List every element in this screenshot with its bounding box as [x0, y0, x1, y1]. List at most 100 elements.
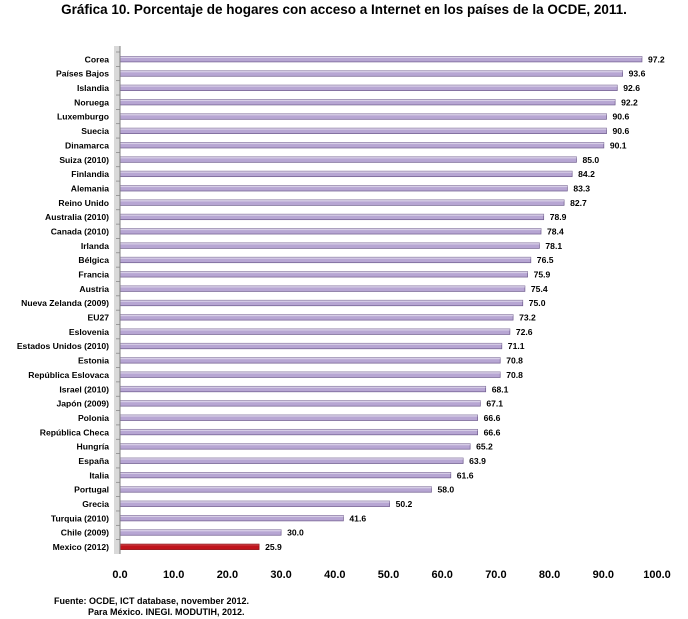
bar-sheen	[120, 314, 514, 317]
value-label: 90.6	[613, 112, 630, 122]
source-line-1: Fuente: OCDE, ICT database, november 201…	[54, 596, 250, 606]
value-label: 71.1	[508, 341, 525, 351]
category-label: República Checa	[40, 427, 109, 437]
value-label: 92.6	[623, 83, 640, 93]
value-label: 41.6	[349, 513, 366, 523]
value-label: 90.6	[613, 126, 630, 136]
value-label: 73.2	[519, 313, 536, 323]
chart-title: Gráfica 10. Porcentaje de hogares con ac…	[61, 2, 627, 17]
value-label: 97.2	[648, 54, 665, 64]
bar-sheen	[120, 185, 568, 188]
bar-sheen	[120, 300, 523, 302]
bar-sheen	[120, 228, 542, 231]
value-label: 75.9	[534, 270, 551, 280]
value-label: 76.5	[537, 255, 554, 265]
value-label: 75.0	[529, 298, 546, 308]
value-label: 65.2	[476, 442, 493, 452]
category-label: Países Bajos	[56, 69, 109, 79]
bar-sheen	[120, 443, 471, 446]
category-label: Hungría	[77, 442, 110, 452]
category-label: Irlanda	[81, 241, 109, 251]
category-label: Italia	[89, 470, 109, 480]
x-tick-label: 0.0	[112, 569, 127, 581]
x-tick-label: 40.0	[324, 569, 345, 581]
x-tick-label: 60.0	[431, 569, 452, 581]
value-label: 50.2	[396, 499, 413, 509]
bar-sheen	[120, 113, 607, 116]
value-label: 83.3	[573, 183, 590, 193]
value-label: 75.4	[531, 284, 548, 294]
axis-shadow	[114, 46, 120, 554]
category-label: Luxemburgo	[57, 112, 109, 122]
category-label: Finlandia	[71, 169, 109, 179]
value-label: 68.1	[492, 384, 509, 394]
bar-sheen	[120, 199, 565, 202]
axes	[116, 46, 121, 554]
bar-sheen	[120, 529, 282, 532]
bars	[119, 56, 643, 550]
bar-sheen	[120, 343, 502, 345]
value-label: 85.0	[582, 155, 599, 165]
value-label: 78.9	[550, 212, 567, 222]
category-label: Grecia	[82, 499, 109, 509]
bar-sheen	[120, 429, 478, 431]
category-label: Noruega	[74, 97, 109, 107]
category-label: Dinamarca	[65, 140, 109, 150]
source-line-2: Para México. INEGI. MODUTIH, 2012.	[88, 606, 245, 617]
category-label: Estados Unidos (2010)	[17, 341, 109, 351]
bar-sheen	[120, 156, 577, 159]
value-label: 90.1	[610, 140, 627, 150]
source-note: Fuente: OCDE, ICT database, november 201…	[54, 596, 249, 617]
bar-sheen	[120, 271, 528, 274]
category-label: Turquia (2010)	[51, 513, 109, 523]
value-label: 25.9	[265, 542, 282, 552]
value-label: 92.2	[621, 97, 638, 107]
x-tick-label: 10.0	[163, 569, 184, 581]
bar-sheen	[120, 70, 623, 73]
x-tick-labels: 0.0 10.0 20.0 30.0 40.0 50.0 60.0 70.0 80.0 90.0 1…	[112, 569, 670, 581]
value-label: 93.6	[629, 69, 646, 79]
value-label: 66.6	[484, 427, 501, 437]
bar-sheen	[120, 400, 481, 403]
x-tick-label: 70.0	[485, 569, 506, 581]
category-label: Francia	[78, 270, 109, 280]
category-label: Reino Unido	[58, 198, 109, 208]
category-label: Austria	[79, 284, 109, 294]
value-label: 84.2	[578, 169, 595, 179]
bar-sheen	[120, 501, 390, 503]
category-label: Israel (2010)	[59, 384, 109, 394]
category-label: España	[78, 456, 109, 466]
category-label: EU27	[88, 313, 110, 323]
x-tick-label: 90.0	[593, 569, 614, 581]
category-labels: Corea Países Bajos Islandia Noruega Luxembur…	[17, 54, 109, 552]
bar-sheen	[120, 414, 478, 417]
x-tick-label: 20.0	[217, 569, 238, 581]
x-tick-label: 50.0	[378, 569, 399, 581]
value-label: 58.0	[437, 485, 454, 495]
bar-sheen	[120, 328, 510, 331]
category-label: Bélgica	[78, 255, 109, 265]
bar-sheen	[120, 386, 486, 388]
category-label: Australia (2010)	[45, 212, 109, 222]
category-label: Nueva Zelanda (2009)	[21, 298, 109, 308]
bar-sheen	[120, 472, 451, 474]
bar-sheen	[120, 142, 604, 145]
category-label: Mexico (2012)	[53, 542, 110, 552]
value-label: 82.7	[570, 198, 587, 208]
bar-sheen	[120, 128, 607, 130]
value-label: 78.1	[545, 241, 562, 251]
category-label: Canada (2010)	[51, 226, 109, 236]
bar-sheen	[120, 56, 642, 59]
axis-wall	[114, 46, 120, 554]
category-label: Corea	[85, 54, 110, 64]
bar-sheen	[120, 242, 540, 245]
category-label: República Eslovaca	[28, 370, 109, 380]
bar-sheen	[120, 371, 501, 374]
value-labels: 97.293.6 92.6 92.2 90.6 90.6 90.1 85.0 84.2 83.3…	[265, 54, 665, 552]
bar-sheen	[120, 257, 531, 259]
value-label: 63.9	[469, 456, 486, 466]
value-label: 30.0	[287, 528, 304, 538]
category-label: Chile (2009)	[61, 528, 109, 538]
value-label: 70.8	[506, 370, 523, 380]
bar-sheen	[120, 458, 464, 460]
